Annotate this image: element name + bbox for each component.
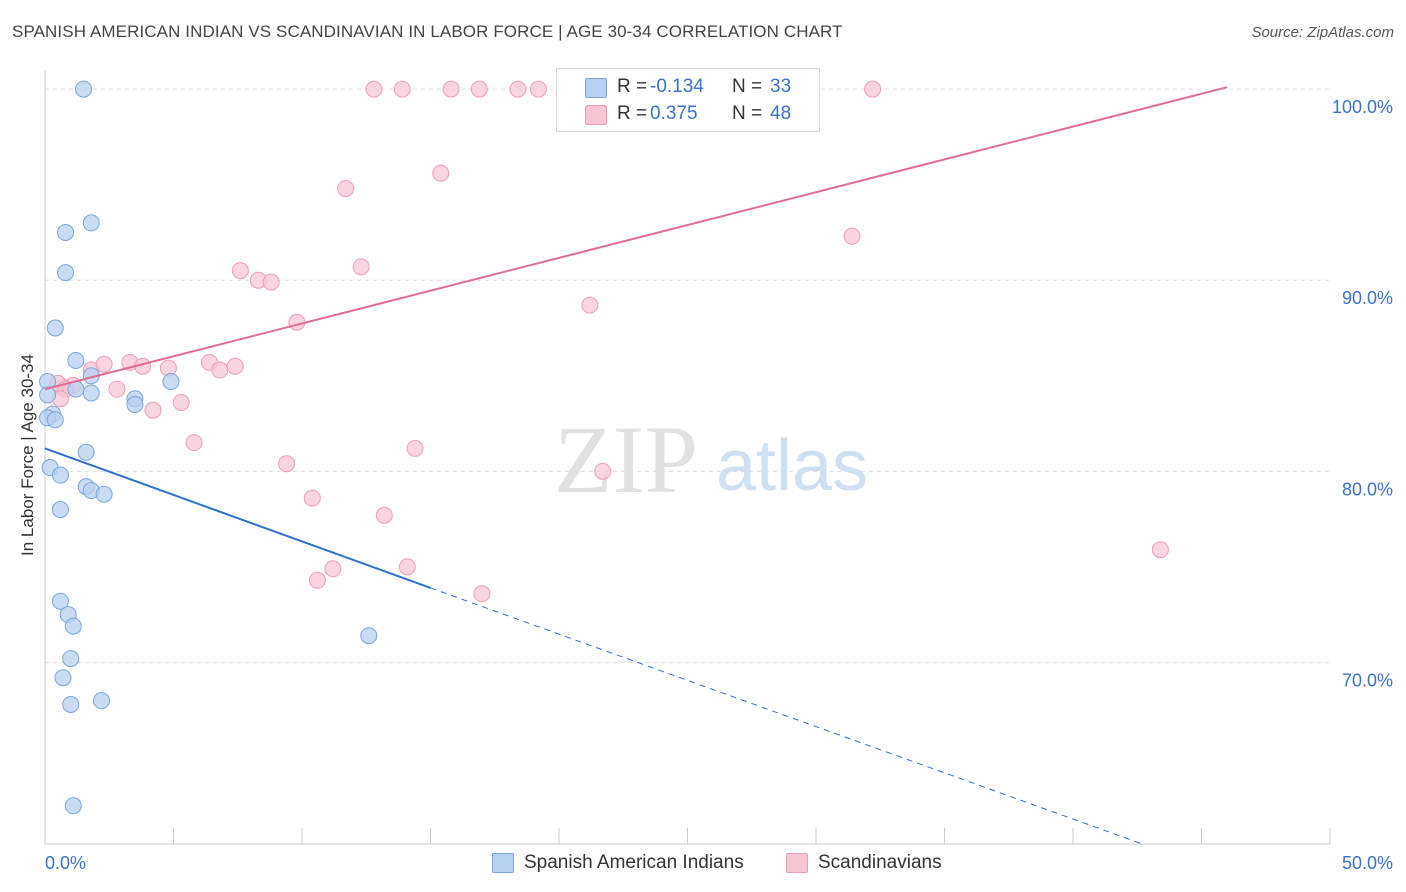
point-spanish-american-indian — [62, 695, 80, 713]
legend-r-value: 0.375 — [650, 103, 698, 124]
point-spanish-american-indian — [51, 592, 69, 610]
point-spanish-american-indian — [93, 692, 111, 710]
point-scandinavian — [324, 560, 342, 578]
point-scandinavian — [211, 361, 229, 379]
series-swatch-pink — [786, 853, 808, 873]
legend-row-scandinavians: R = 0.375 N = 48 — [557, 102, 819, 128]
point-scandinavian — [442, 80, 460, 98]
point-scandinavian — [581, 296, 599, 314]
point-scandinavian — [337, 179, 355, 197]
watermark-zip: ZIP — [554, 406, 698, 513]
point-scandinavian — [529, 80, 547, 98]
legend-n-label: N = — [732, 76, 763, 97]
legend-r-label: R = — [617, 103, 648, 124]
point-scandinavian — [594, 462, 612, 480]
point-scandinavian — [470, 80, 488, 98]
legend-r-label: R = — [617, 76, 648, 97]
point-scandinavian — [473, 585, 491, 603]
axes — [44, 70, 1331, 845]
legend-row-spanish-american-indians: R = -0.134 N = 33 — [557, 75, 819, 101]
series-legend-label: Scandinavians — [818, 852, 942, 873]
x-tick-label: 50.0% — [1342, 853, 1393, 873]
point-spanish-american-indian — [54, 669, 72, 687]
point-scandinavian — [352, 258, 370, 276]
point-spanish-american-indian — [46, 411, 64, 429]
point-spanish-american-indian — [77, 443, 95, 461]
trend-line-pink — [44, 86, 1228, 391]
source-credit: Source: ZipAtlas.com — [1251, 24, 1394, 41]
point-scandinavian — [144, 401, 162, 419]
point-scandinavian — [864, 80, 882, 98]
gridlines — [45, 88, 1330, 663]
point-spanish-american-indian — [82, 384, 100, 402]
legend-swatch-pink — [585, 105, 607, 125]
legend-n-value: 33 — [770, 76, 792, 97]
point-scandinavian — [303, 489, 321, 507]
point-spanish-american-indian — [51, 501, 69, 519]
point-spanish-american-indian — [82, 214, 100, 232]
point-scandinavian — [843, 227, 861, 245]
point-scandinavian — [185, 434, 203, 452]
y-tick-label: 80.0% — [1342, 479, 1393, 499]
point-scandinavian — [398, 558, 416, 576]
point-spanish-american-indian — [75, 80, 93, 98]
point-scandinavian — [509, 80, 527, 98]
correlation-legend: R = -0.134 N = 33 R = 0.375 N = 48 — [556, 68, 820, 132]
point-scandinavian — [308, 571, 326, 589]
point-spanish-american-indian — [162, 373, 180, 391]
legend-swatch-blue — [585, 78, 607, 98]
point-scandinavian — [406, 439, 424, 457]
point-spanish-american-indian — [46, 319, 64, 337]
y-tick-label: 90.0% — [1342, 288, 1393, 308]
point-scandinavian — [375, 506, 393, 524]
trend-lines — [44, 86, 1228, 845]
point-spanish-american-indian — [126, 395, 144, 413]
watermark: ZIP atlas — [554, 406, 868, 513]
point-scandinavian — [231, 262, 249, 280]
point-scandinavian — [393, 80, 411, 98]
legend-r-value: -0.134 — [650, 76, 704, 97]
series-swatch-blue — [492, 853, 514, 873]
legend-n-label: N = — [732, 103, 763, 124]
point-scandinavian — [226, 357, 244, 375]
point-scandinavian — [108, 380, 126, 398]
point-scandinavian — [432, 164, 450, 182]
point-spanish-american-indian — [64, 617, 82, 635]
point-spanish-american-indian — [62, 650, 80, 668]
point-spanish-american-indian — [360, 627, 378, 645]
point-scandinavian — [262, 273, 280, 291]
point-spanish-american-indian — [64, 797, 82, 815]
point-spanish-american-indian — [95, 485, 113, 503]
watermark-atlas: atlas — [716, 426, 868, 506]
chart-title: SPANISH AMERICAN INDIAN VS SCANDINAVIAN … — [12, 22, 843, 41]
y-axis-label: In Labor Force | Age 30-34 — [18, 354, 37, 556]
trend-line-blue-extension — [430, 587, 1143, 845]
point-scandinavian — [95, 355, 113, 373]
point-spanish-american-indian — [39, 386, 57, 404]
point-scandinavian — [1151, 541, 1169, 559]
tick-labels: 100.0% 90.0% 80.0% 70.0% 0.0% 50.0% — [45, 97, 1393, 873]
legend-n-value: 48 — [770, 103, 792, 124]
point-spanish-american-indian — [67, 351, 85, 369]
scatter-points — [39, 80, 1169, 815]
point-scandinavian — [278, 455, 296, 473]
point-scandinavian — [172, 394, 190, 412]
series-legend-label: Spanish American Indians — [524, 852, 744, 873]
point-scandinavian — [288, 313, 306, 331]
x-tick-label: 0.0% — [45, 853, 86, 873]
point-spanish-american-indian — [51, 466, 69, 484]
trend-line-blue — [44, 447, 431, 589]
point-scandinavian — [365, 80, 383, 98]
point-spanish-american-indian — [57, 264, 75, 282]
point-spanish-american-indian — [57, 223, 75, 241]
y-tick-label: 70.0% — [1342, 670, 1393, 690]
y-tick-label: 100.0% — [1332, 97, 1393, 117]
